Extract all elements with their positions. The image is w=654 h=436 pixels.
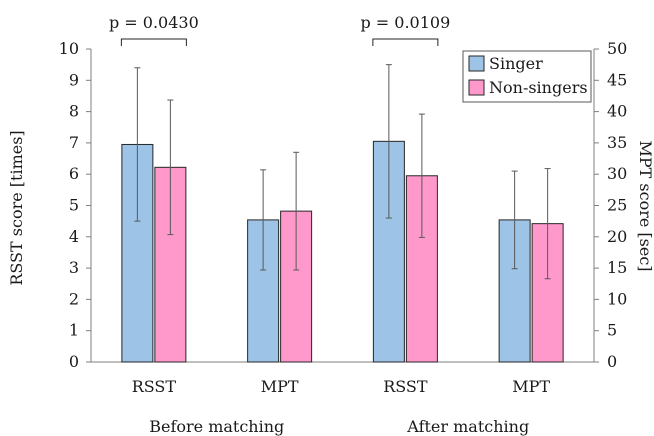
significance-bracket xyxy=(372,38,439,46)
significance-bracket xyxy=(120,38,187,46)
left-tick-label: 9 xyxy=(69,70,79,89)
significance-brackets: p = 0.0430 p = 0.0109 xyxy=(109,13,450,46)
left-tick-label: 6 xyxy=(69,164,79,183)
left-tick-label: 0 xyxy=(69,352,79,371)
x-tick-label: MPT xyxy=(512,377,550,396)
right-axis-title: MPT score [sec] xyxy=(636,140,654,271)
p-value-label: p = 0.0430 xyxy=(109,13,199,32)
error-bars xyxy=(134,64,551,280)
group-label: Before matching xyxy=(149,417,284,436)
right-tick-label: 5 xyxy=(607,321,617,340)
left-tick-label: 3 xyxy=(69,258,79,277)
right-tick-label: 40 xyxy=(607,102,627,121)
legend-label: Singer xyxy=(489,54,543,73)
right-tick-label: 0 xyxy=(607,352,617,371)
legend-label: Non-singers xyxy=(489,78,588,97)
right-tick-label: 15 xyxy=(607,258,627,277)
legend-swatch xyxy=(468,55,485,72)
left-axis-ticks: 0 1 2 3 4 5 6 7 8 9 10 xyxy=(59,39,91,371)
left-tick-label: 1 xyxy=(69,321,79,340)
right-tick-label: 20 xyxy=(607,227,627,246)
p-value-label: p = 0.0109 xyxy=(360,13,450,32)
left-tick-label: 2 xyxy=(69,289,79,308)
x-tick-label: RSST xyxy=(132,377,177,396)
group-labels: Before matching After matching xyxy=(149,417,529,436)
x-tick-label: RSST xyxy=(383,377,428,396)
left-tick-label: 5 xyxy=(69,196,79,215)
legend-swatch xyxy=(468,79,485,96)
x-tick-label: MPT xyxy=(261,377,299,396)
left-tick-label: 10 xyxy=(59,39,79,58)
x-tick-labels: RSST MPT RSST MPT xyxy=(132,377,551,396)
right-axis-ticks: 0 5 10 15 20 25 30 35 40 45 50 xyxy=(594,39,627,371)
left-tick-label: 7 xyxy=(69,133,79,152)
left-tick-label: 8 xyxy=(69,102,79,121)
left-axis-title: RSST score [times] xyxy=(7,130,26,285)
right-tick-label: 50 xyxy=(607,39,627,58)
right-tick-label: 30 xyxy=(607,164,627,183)
left-tick-label: 4 xyxy=(69,227,79,246)
right-tick-label: 45 xyxy=(607,70,627,89)
legend: Singer Non-singers xyxy=(462,50,592,103)
group-label: After matching xyxy=(406,417,529,436)
bars xyxy=(121,140,564,363)
right-tick-label: 10 xyxy=(607,289,627,308)
right-tick-label: 25 xyxy=(607,196,627,215)
right-tick-label: 35 xyxy=(607,133,627,152)
